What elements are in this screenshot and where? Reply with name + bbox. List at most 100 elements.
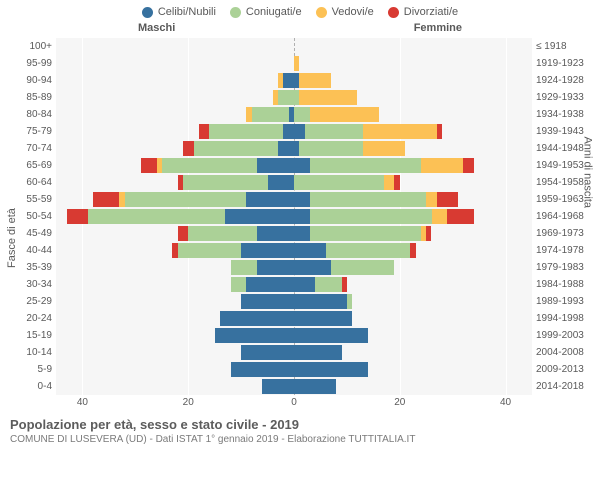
pyramid-row <box>56 158 532 173</box>
birth-label: 1964-1968 <box>532 208 592 225</box>
pyramid-row <box>56 226 532 241</box>
pyramid-row <box>56 328 532 343</box>
bar-segment <box>178 226 189 241</box>
bar-segment <box>225 209 294 224</box>
bar-female <box>294 345 532 360</box>
birth-label: 2009-2013 <box>532 361 592 378</box>
bar-female <box>294 277 532 292</box>
legend-label: Vedovi/e <box>332 6 374 18</box>
bar-male <box>56 56 294 71</box>
birth-label: 2014-2018 <box>532 378 592 395</box>
bar-segment <box>347 294 352 309</box>
pyramid-row <box>56 243 532 258</box>
bar-segment <box>183 175 268 190</box>
bar-male <box>56 175 294 190</box>
birth-label: 1989-1993 <box>532 293 592 310</box>
bar-segment <box>447 209 473 224</box>
bar-segment <box>294 175 384 190</box>
bar-segment <box>410 243 415 258</box>
pyramid-row <box>56 311 532 326</box>
birth-label: 1994-1998 <box>532 310 592 327</box>
chart-subtitle: COMUNE DI LUSEVERA (UD) - Dati ISTAT 1° … <box>10 434 592 445</box>
bar-segment <box>294 209 310 224</box>
bar-segment <box>278 141 294 156</box>
birth-label: 1984-1988 <box>532 276 592 293</box>
bar-segment <box>125 192 247 207</box>
pyramid-row <box>56 379 532 394</box>
birth-label: 1974-1978 <box>532 242 592 259</box>
bar-segment <box>299 141 362 156</box>
bar-segment <box>310 226 421 241</box>
y-axis-title-left: Fasce di età <box>6 208 18 268</box>
bar-segment <box>246 277 294 292</box>
birth-label: 1929-1933 <box>532 89 592 106</box>
bar-segment <box>310 158 421 173</box>
x-tick: 20 <box>183 397 194 408</box>
bar-segment <box>93 192 119 207</box>
age-label: 30-34 <box>8 276 56 293</box>
bar-male <box>56 209 294 224</box>
bar-female <box>294 141 532 156</box>
bar-segment <box>88 209 226 224</box>
bar-male <box>56 192 294 207</box>
birth-label: 1999-2003 <box>532 327 592 344</box>
legend-swatch <box>316 7 327 18</box>
bar-segment <box>426 192 437 207</box>
chart-title: Popolazione per età, sesso e stato civil… <box>10 417 592 432</box>
legend-label: Divorziati/e <box>404 6 458 18</box>
bar-segment <box>310 107 379 122</box>
bar-segment <box>183 141 194 156</box>
legend: Celibi/NubiliConiugati/eVedovi/eDivorzia… <box>8 6 592 18</box>
bar-segment <box>199 124 210 139</box>
bar-female <box>294 294 532 309</box>
pyramid-row <box>56 141 532 156</box>
bar-male <box>56 379 294 394</box>
legend-item: Divorziati/e <box>388 6 458 18</box>
y-axis-right: ≤ 19181919-19231924-19281929-19331934-19… <box>532 38 592 395</box>
bar-female <box>294 192 532 207</box>
pyramid-row <box>56 73 532 88</box>
bar-segment <box>305 124 363 139</box>
bar-segment <box>432 209 448 224</box>
pyramid-row <box>56 362 532 377</box>
pyramid-row <box>56 192 532 207</box>
age-label: 90-94 <box>8 72 56 89</box>
bar-male <box>56 294 294 309</box>
bar-male <box>56 226 294 241</box>
bar-segment <box>294 379 336 394</box>
bar-segment <box>299 90 357 105</box>
bar-segment <box>331 260 394 275</box>
bar-segment <box>394 175 399 190</box>
bar-segment <box>220 311 294 326</box>
bar-female <box>294 243 532 258</box>
bar-segment <box>310 192 426 207</box>
bar-female <box>294 90 532 105</box>
age-label: 85-89 <box>8 89 56 106</box>
bar-male <box>56 328 294 343</box>
age-label: 20-24 <box>8 310 56 327</box>
bar-segment <box>278 90 294 105</box>
age-label: 80-84 <box>8 106 56 123</box>
bar-segment <box>257 158 294 173</box>
legend-item: Vedovi/e <box>316 6 374 18</box>
bar-segment <box>283 73 294 88</box>
bar-segment <box>342 277 347 292</box>
bar-segment <box>294 107 310 122</box>
bar-segment <box>426 226 431 241</box>
age-label: 100+ <box>8 38 56 55</box>
bar-male <box>56 90 294 105</box>
age-label: 0-4 <box>8 378 56 395</box>
bar-segment <box>384 175 395 190</box>
header-female: Femmine <box>414 22 462 34</box>
birth-label: 1969-1973 <box>532 225 592 242</box>
age-label: 65-69 <box>8 157 56 174</box>
y-axis-title-right: Anni di nascita <box>582 136 594 208</box>
rows <box>56 38 532 395</box>
bar-segment <box>437 192 458 207</box>
bar-male <box>56 243 294 258</box>
bar-segment <box>283 124 294 139</box>
pyramid-row <box>56 107 532 122</box>
pyramid-row <box>56 294 532 309</box>
x-axis: 402002040 <box>8 395 592 413</box>
legend-item: Celibi/Nubili <box>142 6 216 18</box>
